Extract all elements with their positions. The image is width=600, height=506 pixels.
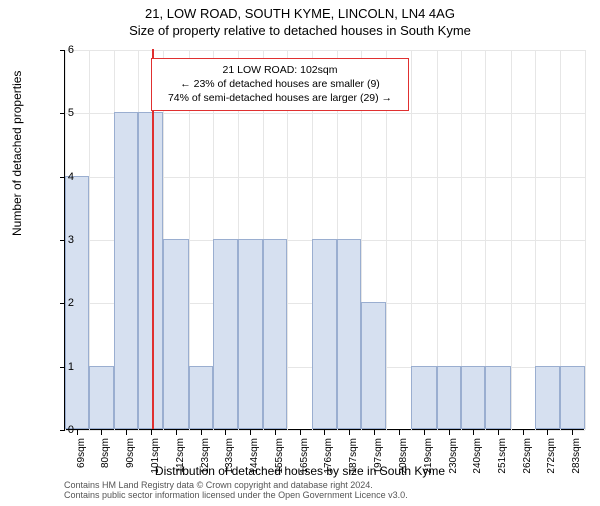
xtick-mark: [275, 430, 276, 435]
footer-line-2: Contains public sector information licen…: [64, 490, 408, 500]
xtick-mark: [572, 430, 573, 435]
xtick-label: 176sqm: [323, 438, 334, 478]
page-title-address: 21, LOW ROAD, SOUTH KYME, LINCOLN, LN4 4…: [0, 6, 600, 21]
xtick-label: 101sqm: [150, 438, 161, 478]
plot-area: 21 LOW ROAD: 102sqm← 23% of detached hou…: [64, 50, 584, 430]
xtick-label: 272sqm: [546, 438, 557, 478]
page-subtitle: Size of property relative to detached ho…: [0, 23, 600, 38]
xtick-label: 80sqm: [100, 438, 111, 478]
ytick-label: 6: [68, 44, 74, 56]
xtick-label: 165sqm: [299, 438, 310, 478]
xtick-mark: [77, 430, 78, 435]
annot-line-2: ← 23% of detached houses are smaller (9): [160, 77, 400, 91]
xtick-mark: [101, 430, 102, 435]
histogram-bar: [461, 366, 485, 429]
xtick-mark: [473, 430, 474, 435]
gridline-h: [65, 50, 585, 51]
histogram-bar: [89, 366, 113, 429]
ytick-label: 1: [68, 361, 74, 373]
histogram-bar: [312, 239, 337, 429]
xtick-mark: [324, 430, 325, 435]
histogram-bar: [238, 239, 263, 429]
ytick-label: 5: [68, 107, 74, 119]
ytick-label: 2: [68, 297, 74, 309]
histogram-bar: [560, 366, 585, 429]
xtick-mark: [449, 430, 450, 435]
xtick-label: 230sqm: [448, 438, 459, 478]
xtick-label: 187sqm: [348, 438, 359, 478]
y-axis-label: Number of detached properties: [10, 71, 24, 236]
xtick-label: 90sqm: [125, 438, 136, 478]
histogram-bar: [114, 112, 138, 429]
xtick-label: 251sqm: [497, 438, 508, 478]
xtick-mark: [201, 430, 202, 435]
histogram-bar: [263, 239, 287, 429]
xtick-mark: [498, 430, 499, 435]
xtick-mark: [374, 430, 375, 435]
ytick-label: 4: [68, 171, 74, 183]
ytick-label: 3: [68, 234, 74, 246]
xtick-mark: [424, 430, 425, 435]
xtick-label: 262sqm: [522, 438, 533, 478]
annot-line-3: 74% of semi-detached houses are larger (…: [160, 91, 400, 105]
histogram-bar: [411, 366, 436, 429]
xtick-mark: [349, 430, 350, 435]
histogram-bar: [485, 366, 510, 429]
xtick-label: 197sqm: [373, 438, 384, 478]
xtick-label: 240sqm: [472, 438, 483, 478]
footer-line-1: Contains HM Land Registry data © Crown c…: [64, 480, 408, 490]
xtick-mark: [547, 430, 548, 435]
xtick-label: 283sqm: [571, 438, 582, 478]
xtick-mark: [300, 430, 301, 435]
histogram-bar: [163, 239, 188, 429]
xtick-mark: [176, 430, 177, 435]
xtick-mark: [523, 430, 524, 435]
annotation-callout: 21 LOW ROAD: 102sqm← 23% of detached hou…: [151, 58, 409, 111]
xtick-mark: [225, 430, 226, 435]
gridline-v: [511, 50, 512, 430]
xtick-label: 133sqm: [224, 438, 235, 478]
xtick-label: 219sqm: [423, 438, 434, 478]
histogram-bar: [213, 239, 237, 429]
annot-line-1: 21 LOW ROAD: 102sqm: [160, 63, 400, 77]
histogram-bar: [535, 366, 559, 429]
histogram-bar: [189, 366, 213, 429]
xtick-mark: [250, 430, 251, 435]
xtick-mark: [399, 430, 400, 435]
xtick-label: 208sqm: [398, 438, 409, 478]
xtick-mark: [126, 430, 127, 435]
xtick-label: 123sqm: [200, 438, 211, 478]
xtick-label: 155sqm: [274, 438, 285, 478]
xtick-label: 144sqm: [249, 438, 260, 478]
ytick-mark: [60, 430, 65, 431]
xtick-label: 112sqm: [175, 438, 186, 478]
histogram-bar: [361, 302, 385, 429]
histogram-bar: [138, 112, 163, 429]
histogram-bar: [437, 366, 461, 429]
xtick-mark: [151, 430, 152, 435]
ytick-label: 0: [68, 424, 74, 436]
gridline-v: [585, 50, 586, 430]
attribution-footer: Contains HM Land Registry data © Crown c…: [64, 480, 408, 501]
chart-container: 21 LOW ROAD: 102sqm← 23% of detached hou…: [64, 50, 584, 430]
histogram-bar: [337, 239, 361, 429]
xtick-label: 69sqm: [76, 438, 87, 478]
